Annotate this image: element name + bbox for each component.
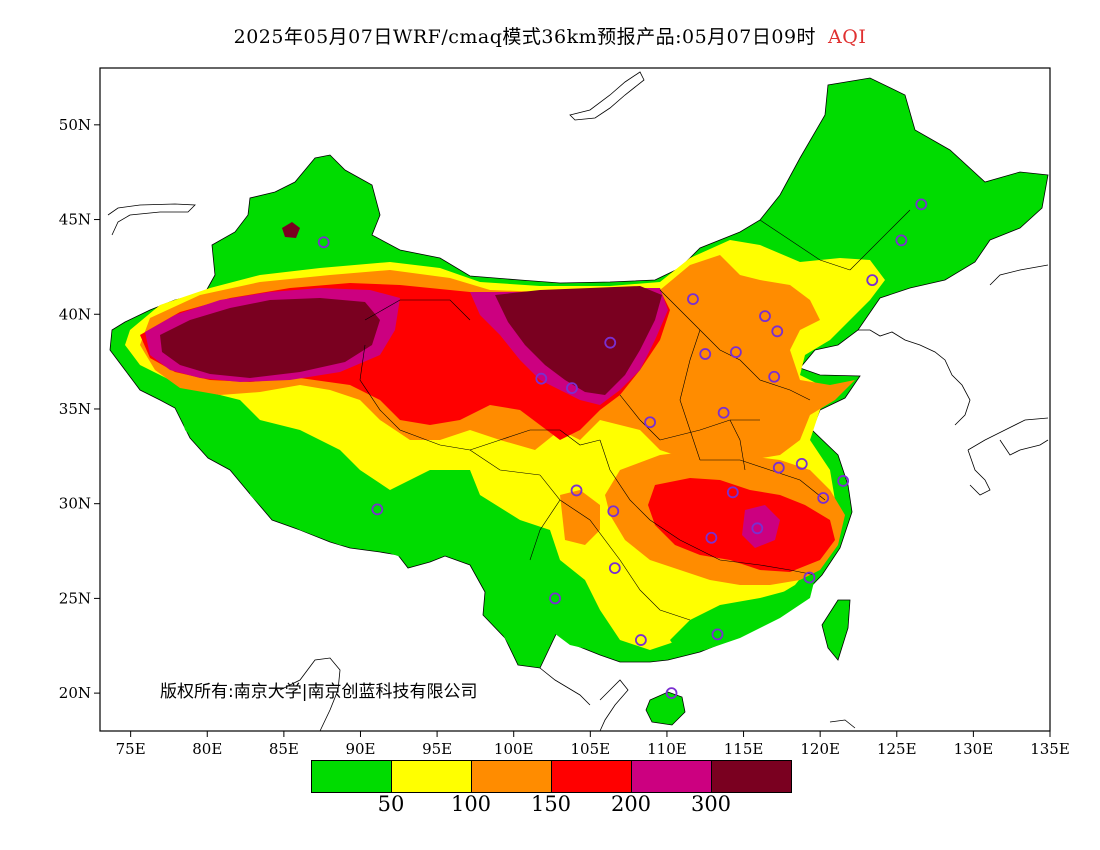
station-marker <box>371 503 384 516</box>
lon-label: 80E <box>192 740 222 758</box>
aqi-band-green-west <box>180 400 255 470</box>
lon-label: 100E <box>494 740 534 758</box>
hainan-island <box>645 691 686 726</box>
color-legend <box>311 760 792 793</box>
city-stations <box>317 198 928 700</box>
station-marker <box>570 484 583 497</box>
aqi-band-orange-sichuan <box>560 490 600 545</box>
station-marker <box>759 310 771 323</box>
legend-label: 50 <box>377 792 405 816</box>
station-marker <box>866 274 879 287</box>
station-marker <box>699 348 712 360</box>
aqi-band-maroon-taklimakan <box>160 298 380 378</box>
title-main: 2025年05月07日WRF/cmaq模式36km预报产品:05月07日09时 <box>233 26 817 48</box>
aqi-band-red-central <box>648 478 835 572</box>
station-marker <box>895 234 908 247</box>
legend-swatch <box>632 761 712 792</box>
lon-label: 75E <box>116 740 146 758</box>
lat-label: 45N <box>59 211 91 229</box>
aqi-band-maroon-gobi <box>495 286 662 395</box>
station-marker <box>705 531 718 544</box>
title-variable: AQI <box>828 26 867 48</box>
station-marker <box>711 628 724 641</box>
station-marker <box>751 522 764 535</box>
lat-label: 50N <box>59 116 91 134</box>
lon-label: 115E <box>724 740 764 758</box>
legend-label: 100 <box>450 792 492 816</box>
lat-label: 25N <box>59 589 91 607</box>
province-boundaries <box>359 209 911 621</box>
legend-swatch <box>392 761 472 792</box>
legend-labels: 50 100 150 200 300 <box>0 792 1100 822</box>
station-marker <box>549 592 561 605</box>
station-marker <box>317 236 330 249</box>
map-axes: 50N 45N 40N 35N 30N 25N 20N 75E 80E 85E 90E 95E 100E… <box>59 116 1070 758</box>
station-marker <box>837 475 850 487</box>
aqi-band-green-south <box>670 578 815 655</box>
aqi-band-green-sw <box>485 545 615 660</box>
legend-swatch <box>472 761 552 792</box>
station-marker <box>644 416 656 429</box>
station-marker <box>607 505 620 518</box>
station-marker <box>535 372 548 385</box>
legend-label: 300 <box>690 792 732 816</box>
station-marker <box>795 458 808 470</box>
station-marker <box>817 492 830 504</box>
taiwan-island <box>821 599 851 661</box>
lon-label: 105E <box>571 740 611 758</box>
lat-label: 40N <box>59 305 91 323</box>
aqi-band-magenta-central <box>742 505 780 548</box>
station-marker <box>665 687 678 700</box>
legend-swatch <box>552 761 632 792</box>
station-marker <box>726 486 739 499</box>
lat-label: 20N <box>59 684 91 702</box>
lon-label: 125E <box>877 740 917 758</box>
map-frame <box>99 67 1051 732</box>
station-marker <box>566 382 578 395</box>
station-marker <box>803 571 816 584</box>
lat-label: 30N <box>59 495 91 513</box>
map-title: 2025年05月07日WRF/cmaq模式36km预报产品:05月07日09时 A… <box>0 22 1100 49</box>
station-marker <box>772 461 785 474</box>
lon-label: 135E <box>1030 740 1070 758</box>
lon-label: 90E <box>345 740 375 758</box>
aqi-band-green-tibet <box>250 428 480 560</box>
station-marker <box>768 370 781 383</box>
legend-label: 200 <box>610 792 652 816</box>
lat-label: 35N <box>59 400 91 418</box>
aqi-band-maroon-xinjiang <box>282 222 300 238</box>
lon-label: 95E <box>422 740 452 758</box>
station-marker <box>915 198 928 211</box>
station-marker <box>771 325 784 338</box>
station-marker <box>634 634 647 646</box>
legend-swatch <box>712 761 791 792</box>
legend-label: 150 <box>530 792 572 816</box>
station-marker <box>717 406 730 419</box>
station-marker <box>604 336 617 349</box>
map-fields <box>109 77 1049 726</box>
lon-label: 85E <box>269 740 299 758</box>
lon-label: 130E <box>954 740 994 758</box>
station-marker <box>729 346 742 359</box>
lon-label: 110E <box>647 740 687 758</box>
station-marker <box>687 293 699 306</box>
station-marker <box>608 562 621 574</box>
neighbor-coastlines <box>107 71 1049 732</box>
legend-swatch <box>312 761 392 792</box>
copyright-text: 版权所有:南京大学|南京创蓝科技有限公司 <box>160 682 477 702</box>
lon-label: 120E <box>800 740 840 758</box>
